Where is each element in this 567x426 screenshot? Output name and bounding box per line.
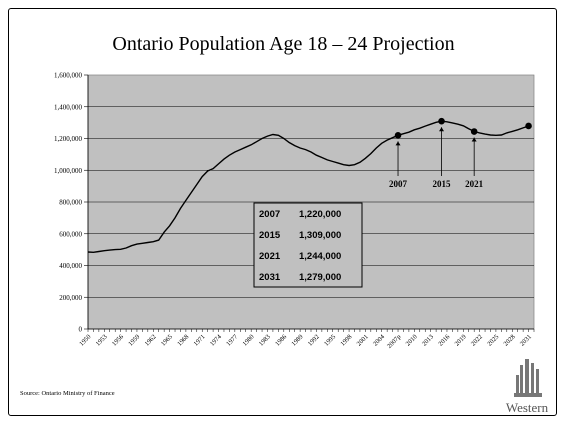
western-logo-icon (514, 359, 542, 397)
x-tick-label: 2001 (356, 333, 370, 347)
x-tick-label: 2013 (421, 333, 435, 347)
x-tick-label: 1962 (144, 333, 158, 347)
x-tick-label: 1974 (209, 333, 224, 348)
highlight-points (394, 117, 532, 139)
highlight-point (438, 117, 445, 125)
x-tick-label: 1992 (307, 333, 321, 347)
y-tick-label: 1,600,000 (54, 72, 83, 80)
slide-frame (8, 8, 557, 416)
y-tick-label: 1,000,000 (54, 167, 83, 175)
table-year: 2007 (259, 209, 280, 220)
x-tick-label: 2007p (386, 333, 402, 349)
annotation-label: 2021 (465, 179, 484, 189)
table-box (253, 202, 363, 288)
y-tick-label: 800,000 (59, 199, 82, 207)
year-annotations: 2007 2015 2021 (389, 127, 484, 189)
y-tick-label: 400,000 (59, 262, 82, 270)
x-axis: 1950 1953 1956 1959 1962 1965 1968 1971 1974 1977… (78, 328, 535, 350)
x-tick-label: 1995 (323, 333, 337, 347)
x-tick-label: 1956 (111, 333, 126, 348)
y-tick-label: 200,000 (59, 294, 82, 302)
annotation-arrow-head (395, 141, 401, 146)
x-tick-label: 1959 (127, 333, 141, 347)
x-tick-label: 2010 (405, 333, 419, 347)
x-tick-label: 2022 (470, 333, 484, 347)
y-axis: 0 200,000 400,000 600,000 800,000 1,000,000 1,… (54, 72, 89, 334)
annotation-arrow-head (439, 127, 445, 132)
x-tick-label: 1998 (339, 333, 353, 347)
source-note: Source: Ontario Ministry of Finance (20, 390, 115, 397)
table-value: 1,279,000 (299, 272, 341, 283)
table-year: 2015 (259, 230, 281, 241)
table-value: 1,220,000 (299, 209, 341, 220)
x-tick-label: 2019 (454, 333, 468, 347)
x-tick-label: 2025 (486, 333, 500, 347)
table-value: 1,309,000 (299, 230, 341, 241)
table-year: 2031 (259, 272, 281, 283)
y-tick-label: 1,400,000 (54, 103, 83, 111)
x-tick-label: 2004 (372, 333, 387, 348)
x-tick-label: 1953 (95, 333, 109, 347)
x-tick-label: 1968 (176, 333, 190, 347)
table-value: 1,244,000 (299, 251, 341, 262)
x-tick-label: 1986 (274, 333, 289, 348)
annotation-label: 2015 (433, 179, 452, 189)
annotation-label: 2007 (389, 179, 408, 189)
y-tick-label: 600,000 (59, 230, 82, 238)
y-tick-label: 1,200,000 (54, 135, 83, 143)
slide-title: Ontario Population Age 18 – 24 Projectio… (112, 33, 455, 55)
annotation-arrow-head (471, 137, 477, 142)
x-tick-label: 1971 (192, 333, 206, 347)
highlight-point (470, 128, 478, 135)
x-tick-label: 1983 (258, 333, 272, 347)
table-year: 2021 (259, 251, 281, 262)
x-tick-label: 2016 (437, 333, 452, 348)
x-tick-label: 2031 (519, 333, 533, 347)
population-series-line (87, 120, 529, 254)
x-tick-label: 1950 (78, 333, 92, 347)
x-tick-label: 1980 (241, 333, 255, 347)
x-tick-label: 1965 (160, 333, 174, 347)
x-tick-label: 1977 (225, 333, 240, 348)
highlight-point (525, 122, 532, 130)
x-tick-label: 1989 (290, 333, 304, 347)
highlight-point (394, 132, 402, 139)
projection-table: 2007 1,220,000 2015 1,309,000 2021 1,244,000 2… (253, 202, 363, 288)
y-tick-label: 0 (79, 326, 83, 334)
western-logo-text: Western (505, 400, 549, 415)
x-tick-label: 2028 (503, 333, 517, 347)
